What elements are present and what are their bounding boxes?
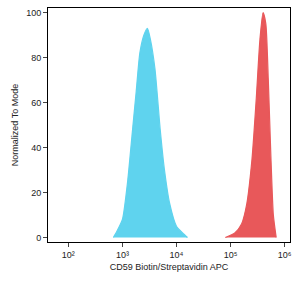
svg-text:10⁴: 10⁴ — [170, 250, 184, 260]
svg-text:100: 100 — [26, 8, 41, 18]
svg-text:40: 40 — [31, 143, 41, 153]
svg-text:10²: 10² — [62, 250, 75, 260]
svg-text:60: 60 — [31, 98, 41, 108]
svg-text:0: 0 — [36, 233, 41, 243]
svg-text:20: 20 — [31, 188, 41, 198]
svg-text:Normalized To Mode: Normalized To Mode — [10, 84, 20, 166]
svg-text:10⁶: 10⁶ — [278, 250, 292, 260]
svg-text:80: 80 — [31, 53, 41, 63]
svg-text:10⁵: 10⁵ — [224, 250, 238, 260]
svg-text:CD59 Biotin/Streptavidin APC: CD59 Biotin/Streptavidin APC — [110, 262, 229, 272]
svg-text:10³: 10³ — [116, 250, 129, 260]
